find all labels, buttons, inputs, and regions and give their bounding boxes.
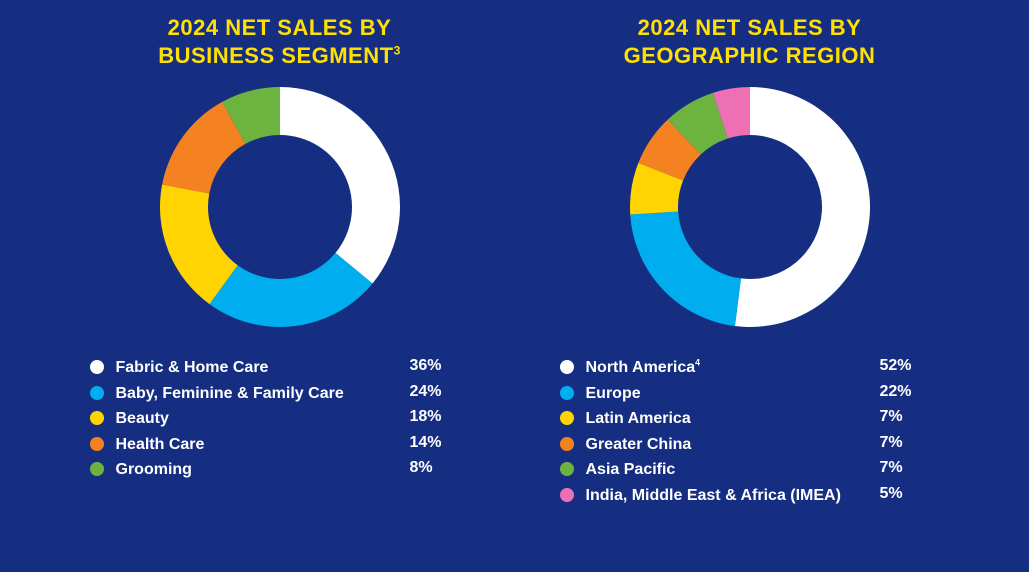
legend-row: Grooming8% [90, 457, 470, 483]
legend-row: Greater China7% [560, 432, 940, 458]
legend-label: Greater China [586, 434, 880, 456]
legend-swatch [560, 488, 574, 502]
donut-slice-segment-0 [280, 87, 400, 283]
legend-label: Health Care [116, 434, 410, 456]
legend-label: Grooming [116, 459, 410, 481]
legend-swatch [560, 360, 574, 374]
donut-svg-segment [160, 87, 400, 327]
legend-value: 22% [880, 383, 940, 401]
legend-row: Health Care14% [90, 432, 470, 458]
legend-swatch [90, 411, 104, 425]
legend-row: India, Middle East & Africa (IMEA)5% [560, 483, 940, 509]
legend-label: Asia Pacific [586, 459, 880, 481]
legend-row: Beauty18% [90, 406, 470, 432]
legend-label: Fabric & Home Care [116, 357, 410, 379]
legend-value: 7% [880, 434, 940, 452]
panel-geographic-region: 2024 NET SALES BYGEOGRAPHIC REGION North… [560, 14, 940, 572]
donut-slice-region-1 [630, 212, 741, 327]
legend-value: 8% [410, 459, 470, 477]
legend-value: 18% [410, 408, 470, 426]
legend-row: Fabric & Home Care36% [90, 355, 470, 381]
legend-row: Asia Pacific7% [560, 457, 940, 483]
legend-row: Baby, Feminine & Family Care24% [90, 381, 470, 407]
legend-swatch [560, 386, 574, 400]
legend-swatch [90, 386, 104, 400]
legend-segment: Fabric & Home Care36%Baby, Feminine & Fa… [90, 355, 470, 483]
donut-chart-region [630, 87, 870, 327]
legend-swatch [90, 462, 104, 476]
legend-value: 7% [880, 408, 940, 426]
panel-business-segment: 2024 NET SALES BYBUSINESS SEGMENT3 Fabri… [90, 14, 470, 572]
donut-svg-region [630, 87, 870, 327]
legend-label: Europe [586, 383, 880, 405]
legend-value: 24% [410, 383, 470, 401]
chart-title-segment-sup: 3 [394, 43, 401, 57]
legend-region: North America452%Europe22%Latin America7… [560, 355, 940, 509]
chart-title-segment-line1: 2024 NET SALES BYBUSINESS SEGMENT [158, 15, 393, 68]
legend-value: 52% [880, 357, 940, 375]
legend-label-sup: 4 [695, 358, 700, 368]
donut-slice-region-0 [734, 87, 869, 327]
legend-label: Baby, Feminine & Family Care [116, 383, 410, 405]
legend-swatch [90, 437, 104, 451]
legend-row: North America452% [560, 355, 940, 381]
legend-row: Europe22% [560, 381, 940, 407]
legend-value: 5% [880, 485, 940, 503]
chart-title-segment: 2024 NET SALES BYBUSINESS SEGMENT3 [158, 14, 401, 69]
legend-value: 14% [410, 434, 470, 452]
legend-swatch [560, 462, 574, 476]
legend-row: Latin America7% [560, 406, 940, 432]
legend-swatch [90, 360, 104, 374]
legend-swatch [560, 411, 574, 425]
legend-label: Beauty [116, 408, 410, 430]
legend-value: 36% [410, 357, 470, 375]
legend-label: Latin America [586, 408, 880, 430]
charts-container: 2024 NET SALES BYBUSINESS SEGMENT3 Fabri… [0, 0, 1029, 572]
legend-label: India, Middle East & Africa (IMEA) [586, 485, 880, 507]
legend-swatch [560, 437, 574, 451]
legend-label: North America4 [586, 357, 880, 379]
donut-chart-segment [160, 87, 400, 327]
chart-title-region-line1: 2024 NET SALES BYGEOGRAPHIC REGION [624, 15, 876, 68]
legend-value: 7% [880, 459, 940, 477]
chart-title-region: 2024 NET SALES BYGEOGRAPHIC REGION [624, 14, 876, 69]
